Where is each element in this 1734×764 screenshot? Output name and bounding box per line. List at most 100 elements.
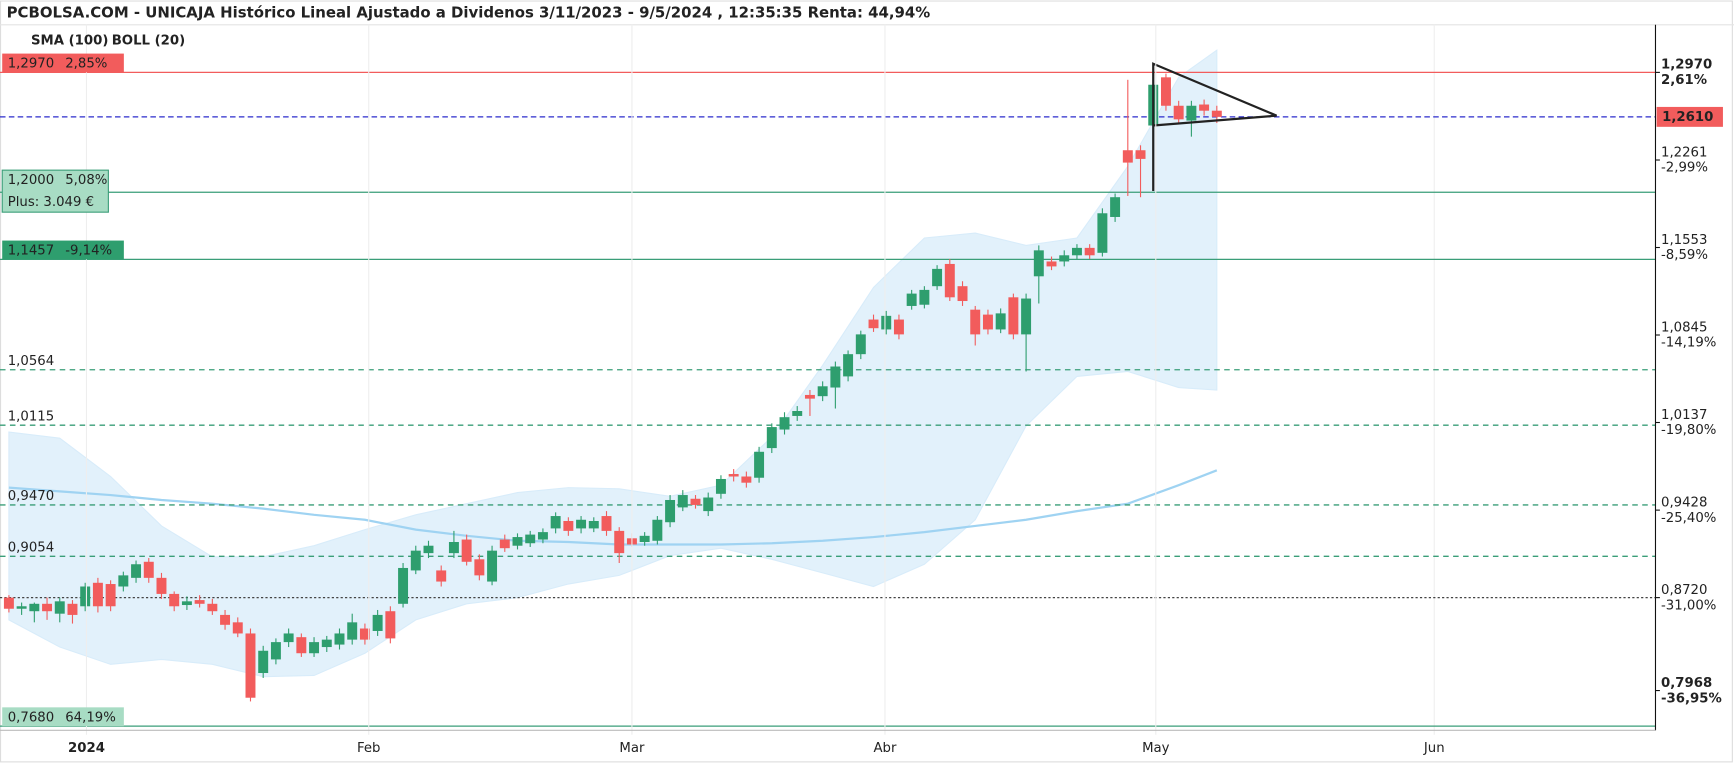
candle-body [105,584,116,607]
candle-body [817,386,828,397]
candle-body [855,334,866,355]
y-tick-label: 1,0845 [1661,320,1707,335]
candle-body [677,495,688,508]
level-label: 0,9054 [8,540,54,555]
candle-body [283,633,294,643]
x-tick-label: 2024 [68,741,105,756]
x-tick-label: May [1142,741,1170,756]
candle-body [1110,197,1121,217]
candle-body [67,603,78,615]
y-tick-change: -36,95% [1661,691,1722,706]
pattern-line [1152,62,1278,192]
y-tick-label: 0,7968 [1661,676,1712,691]
candle-body [487,550,498,582]
current-price-box [1656,106,1723,127]
candle-body [804,394,815,399]
candle-body [347,622,358,640]
candle-body [245,633,256,698]
candle-body [461,539,472,562]
candle-body [474,559,485,576]
candle-body [957,286,968,302]
legend-entry: SMA (100) [31,33,108,48]
candle-body [372,614,383,631]
candle-body [906,293,917,306]
level-extra: Plus: 3.049 € [8,195,94,210]
candle-body [3,597,14,609]
candle-body [639,535,650,543]
candle-body [537,532,548,540]
candle-body [143,561,154,578]
candle-body [80,586,91,607]
candle-body [309,642,320,654]
candle-body [576,519,587,529]
candle-body [665,499,676,523]
candle-body [1173,105,1184,120]
x-tick-label: Jun [1423,741,1445,756]
candle-body [321,639,332,648]
level-label-box [2,53,124,73]
level-change: 5,08% [65,173,107,188]
candle-body [779,417,790,430]
y-tick-label: 0,8720 [1661,583,1707,598]
candle-body [181,601,192,606]
candle-body [830,366,841,388]
candle-body [728,474,739,477]
candle-body [1071,247,1082,256]
candle-body [881,315,892,330]
candle-body [970,309,981,335]
candle-body [207,603,218,612]
candle-body [220,614,231,625]
candle-body [944,263,955,298]
bollinger-band [8,49,1218,678]
current-price-label: 1,2610 [1662,110,1713,125]
candle-body [512,537,523,546]
candle-body [741,476,752,483]
candle-body [1033,250,1044,277]
candle-body [131,564,142,578]
level-label-box [2,240,124,260]
candle-body [703,497,714,512]
level-label: 1,2000 [8,173,54,188]
y-tick-change: -19,80% [1661,423,1716,438]
level-label: 1,0564 [8,354,54,369]
candle-body [270,642,281,660]
candle-body [385,611,396,639]
y-tick-label: 1,0137 [1661,408,1707,423]
candle-body [1199,104,1210,111]
candle-body [334,633,345,645]
candle-body [54,601,65,614]
level-change: -9,14% [65,244,112,259]
level-label-box [1,169,109,213]
candle-body [1008,297,1019,335]
candle-body [1021,298,1032,335]
plot-area [0,24,1656,735]
candle-body [1186,105,1197,121]
candle-body [550,516,561,529]
x-tick-label: Abr [873,741,896,756]
candle-body [1135,150,1146,159]
candle-body [652,519,663,541]
level-change: 64,19% [65,710,116,725]
candle-body [792,411,803,416]
level-label: 0,9470 [8,489,54,504]
candle-body [754,451,765,478]
candle-body [258,650,269,674]
candle-body [525,534,536,544]
level-label-box [2,707,124,727]
candle-body [588,520,599,529]
candle-body [1211,110,1222,117]
candle-body [423,545,434,554]
y-tick-change: -14,19% [1661,336,1716,351]
candle-body [410,550,421,571]
candle-body [194,600,205,604]
y-tick-label: 1,2261 [1661,145,1707,160]
candle-body [296,637,307,654]
candle-body [715,478,726,494]
candle-body [169,593,180,607]
y-tick-change: -31,00% [1661,598,1716,613]
x-tick-label: Feb [357,741,380,756]
candle-body [1097,213,1108,253]
candle-body [42,603,53,612]
